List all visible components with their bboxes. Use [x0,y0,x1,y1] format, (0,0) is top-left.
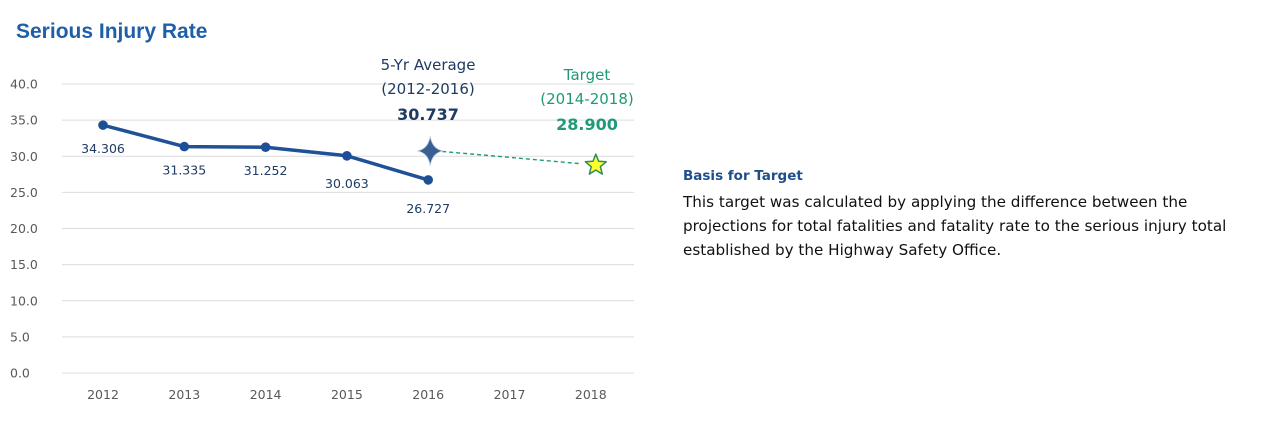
data-point [179,141,190,152]
x-tick-label: 2013 [168,387,200,402]
y-tick-label: 5.0 [10,329,30,344]
data-label: 26.727 [406,201,450,216]
target-label-line1: Target [563,66,611,84]
basis-text: This target was calculated by applying t… [683,193,1227,259]
y-tick-label: 20.0 [10,221,38,236]
data-label: 34.306 [81,141,125,156]
basis-heading: Basis for Target [683,168,803,184]
y-tick-label: 0.0 [10,366,30,381]
y-tick-label: 10.0 [10,293,38,308]
x-tick-label: 2015 [331,387,363,402]
y-tick-label: 25.0 [10,185,38,200]
target-value: 28.900 [556,115,618,134]
x-tick-label: 2018 [575,387,607,402]
basis-panel: Basis for Target This target was calcula… [683,168,1273,262]
data-point [260,142,271,153]
target-star-icon [584,153,608,175]
x-tick-label: 2014 [250,387,282,402]
average-value: 30.737 [397,105,459,124]
data-point [342,150,352,161]
data-label: 30.063 [325,176,369,191]
y-tick-label: 30.0 [10,149,38,164]
target-label-line2: (2014-2018) [540,90,633,108]
data-label: 31.335 [162,163,206,178]
average-label-line2: (2012-2016) [381,80,474,98]
data-label: 31.252 [244,163,288,178]
data-point [423,175,434,185]
chart-title: Serious Injury Rate [16,20,208,43]
data-point [98,120,108,130]
x-tick-label: 2012 [87,387,119,402]
y-tick-label: 35.0 [10,113,38,128]
average-label-line1: 5-Yr Average [381,56,476,74]
y-tick-label: 15.0 [10,257,38,272]
serious-injury-rate-chart: 0.0 5.0 10.0 15.0 20.0 25.0 30.0 35.0 40.0 2012 20… [10,56,634,402]
x-tick-label: 2016 [412,387,444,402]
projection-line [442,150,581,165]
x-tick-label: 2017 [494,387,526,402]
y-tick-label: 40.0 [10,77,38,92]
average-sparkle-icon [417,135,444,166]
